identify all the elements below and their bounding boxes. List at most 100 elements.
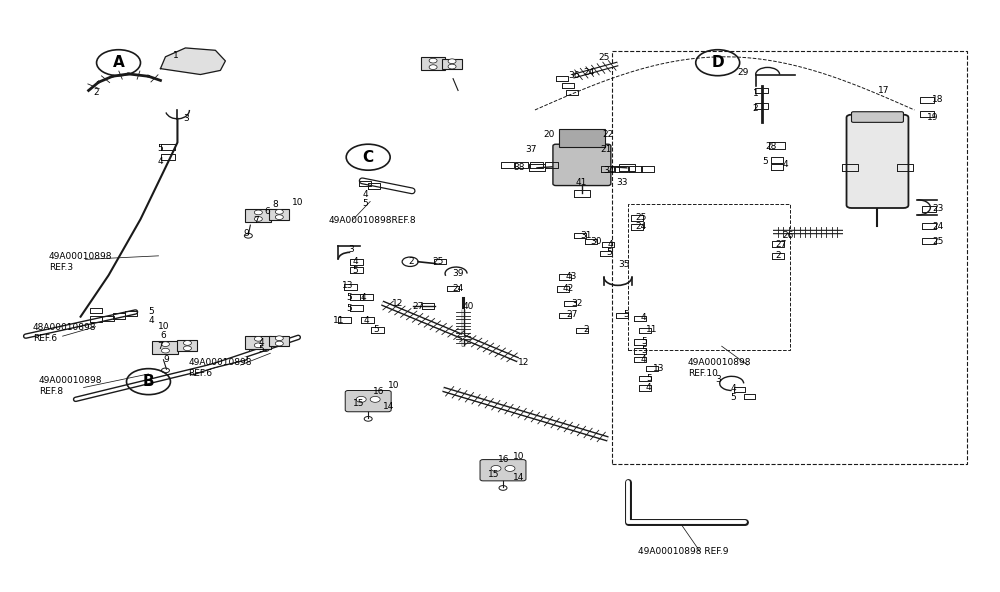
Text: D: D (711, 55, 724, 70)
Text: 13: 13 (342, 281, 354, 290)
Text: 32: 32 (571, 298, 582, 308)
Text: 30: 30 (590, 237, 601, 246)
Text: 28: 28 (766, 142, 777, 151)
Text: 23: 23 (932, 204, 944, 213)
Text: A: A (113, 55, 124, 70)
FancyBboxPatch shape (269, 209, 289, 220)
Text: 5: 5 (346, 292, 352, 302)
Text: 5: 5 (731, 393, 736, 402)
Text: 12: 12 (518, 358, 529, 366)
Text: 10: 10 (388, 381, 400, 390)
Text: 49A00010898
REF.8: 49A00010898 REF.8 (39, 376, 102, 396)
Circle shape (254, 217, 262, 221)
Text: 4: 4 (352, 258, 358, 266)
Text: 49A00010898
REF.10: 49A00010898 REF.10 (688, 358, 751, 378)
Text: 12: 12 (392, 298, 404, 308)
Text: 4: 4 (608, 240, 613, 249)
FancyBboxPatch shape (177, 340, 197, 351)
Text: 3: 3 (716, 375, 721, 384)
Circle shape (161, 348, 169, 353)
Text: 15: 15 (353, 399, 365, 408)
Text: 6: 6 (160, 331, 166, 340)
Text: 49A00010898
REF.6: 49A00010898 REF.6 (188, 358, 252, 378)
FancyBboxPatch shape (559, 130, 605, 147)
Text: 4: 4 (360, 292, 366, 302)
Text: 5: 5 (373, 325, 379, 334)
Text: 22: 22 (603, 130, 614, 139)
FancyBboxPatch shape (847, 115, 908, 208)
Text: 10: 10 (513, 452, 524, 461)
Text: 5: 5 (148, 307, 154, 317)
Text: 29: 29 (738, 68, 749, 77)
Text: 4: 4 (641, 355, 646, 363)
Text: 10: 10 (157, 322, 169, 331)
FancyBboxPatch shape (245, 209, 271, 222)
Text: 21: 21 (600, 145, 611, 154)
Text: 33: 33 (616, 178, 627, 186)
Text: 11: 11 (333, 316, 345, 326)
Text: 4: 4 (157, 157, 163, 166)
Text: 25: 25 (598, 53, 609, 63)
Circle shape (183, 346, 191, 350)
Text: 25: 25 (432, 258, 443, 266)
Text: 49A00010898
REF.3: 49A00010898 REF.3 (49, 252, 112, 272)
FancyBboxPatch shape (553, 144, 611, 185)
Circle shape (161, 342, 169, 346)
Circle shape (275, 215, 283, 220)
Text: 16: 16 (373, 387, 385, 396)
Text: 5: 5 (362, 199, 368, 208)
FancyBboxPatch shape (345, 391, 391, 412)
Circle shape (429, 65, 437, 69)
Circle shape (505, 465, 515, 471)
Circle shape (254, 343, 262, 348)
Text: 4: 4 (362, 190, 368, 199)
Text: 25: 25 (636, 213, 647, 222)
Circle shape (448, 59, 456, 63)
Text: 24: 24 (636, 222, 647, 231)
Text: 40: 40 (463, 301, 474, 311)
Text: 49A00010898REF.8: 49A00010898REF.8 (328, 216, 416, 225)
Text: 4: 4 (148, 316, 154, 326)
Text: 2: 2 (408, 258, 414, 266)
Text: 5: 5 (641, 346, 647, 355)
Text: 41: 41 (576, 178, 587, 186)
Text: 27: 27 (566, 310, 577, 320)
Text: 2: 2 (776, 252, 781, 260)
Text: 2: 2 (94, 88, 99, 96)
Text: 4: 4 (646, 383, 651, 392)
Text: 24: 24 (583, 68, 594, 77)
FancyBboxPatch shape (269, 336, 289, 346)
Text: 43: 43 (566, 272, 577, 281)
Text: 7: 7 (157, 342, 163, 350)
Text: 36: 36 (568, 71, 579, 80)
Text: 5: 5 (763, 157, 768, 166)
FancyBboxPatch shape (245, 336, 271, 349)
FancyBboxPatch shape (421, 57, 445, 70)
Text: 2: 2 (583, 325, 589, 334)
Text: 48A00010898
REF.6: 48A00010898 REF.6 (33, 323, 96, 343)
Text: 14: 14 (513, 473, 524, 482)
Text: 9: 9 (243, 230, 249, 239)
FancyBboxPatch shape (442, 59, 462, 69)
Text: 3: 3 (348, 246, 354, 255)
Circle shape (275, 341, 283, 346)
Circle shape (183, 340, 191, 345)
Text: 5: 5 (346, 304, 352, 314)
Text: 38: 38 (513, 163, 524, 172)
Text: C: C (363, 150, 374, 165)
Text: 4: 4 (641, 313, 646, 323)
Text: 31: 31 (580, 231, 591, 240)
Circle shape (275, 210, 283, 214)
Text: 7: 7 (253, 216, 259, 225)
FancyBboxPatch shape (852, 112, 903, 123)
Text: 6: 6 (264, 207, 270, 216)
FancyBboxPatch shape (480, 459, 526, 481)
Text: 15: 15 (488, 470, 500, 479)
Text: 5: 5 (352, 266, 358, 275)
Text: 3: 3 (183, 114, 189, 123)
Text: 42: 42 (563, 284, 574, 293)
Text: 35: 35 (618, 260, 629, 269)
Text: 34: 34 (603, 166, 614, 175)
Text: 24: 24 (452, 284, 463, 293)
Circle shape (254, 336, 262, 341)
